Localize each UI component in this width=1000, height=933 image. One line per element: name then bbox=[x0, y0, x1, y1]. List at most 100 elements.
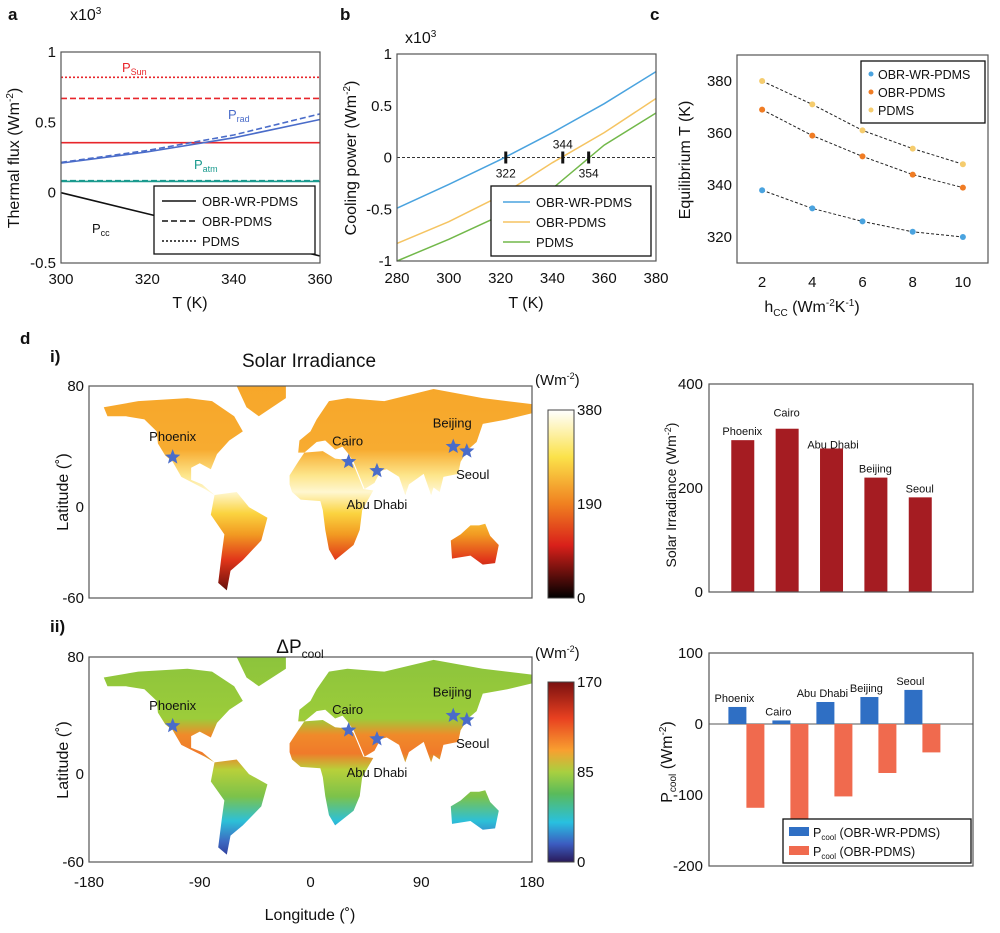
city-label: Seoul bbox=[456, 467, 489, 482]
landmass-eurasia bbox=[298, 389, 532, 496]
bar-label: Cairo bbox=[773, 408, 799, 420]
x-tick-label: 4 bbox=[808, 274, 816, 291]
bar bbox=[908, 497, 932, 592]
city-label: Abu Dhabi bbox=[347, 497, 408, 512]
landmass-north-america bbox=[103, 668, 243, 763]
map-title-delta-pcool: ΔPcool bbox=[276, 637, 323, 661]
data-point-obr-wr-pdms bbox=[809, 205, 816, 212]
y-tick-label: 340 bbox=[707, 177, 732, 194]
city-label: Beijing bbox=[433, 685, 472, 700]
map-label-i: i) bbox=[50, 347, 60, 366]
map-solar-irradiance: Phoenix Cairo Abu Dhabi Beijing Seoul 80 0 -60 3… bbox=[62, 378, 602, 607]
bar-chart-pcool: Phoenix Cairo Abu Dhabi Beijing Seoul -200 -10… bbox=[673, 645, 974, 875]
legend-label: OBR-WR-PDMS bbox=[202, 194, 298, 209]
bar bbox=[731, 440, 755, 592]
colorbar-tick-label: 0 bbox=[577, 854, 585, 871]
legend-box bbox=[860, 60, 986, 124]
legend-label: OBR-PDMS bbox=[536, 215, 606, 230]
annotation-p-rad: Prad bbox=[228, 107, 250, 124]
legend-box bbox=[782, 818, 972, 864]
city-star-icon bbox=[445, 707, 461, 723]
x-tick-label: -180 bbox=[74, 874, 104, 891]
colorbar-tick-label: 0 bbox=[577, 590, 585, 607]
y-tick-label: 0 bbox=[76, 766, 84, 783]
y-tick-label: 80 bbox=[67, 649, 84, 666]
city-label: Cairo bbox=[332, 434, 363, 449]
y-tick-label: -0.5 bbox=[366, 201, 392, 218]
bar-obr-pdms bbox=[922, 724, 941, 753]
series-line-p-rad-dashed bbox=[60, 113, 321, 164]
y-tick-label: -100 bbox=[673, 787, 703, 804]
x-axis-label-b: T (K) bbox=[508, 295, 543, 312]
city-label: Beijing bbox=[433, 416, 472, 431]
plot-frame-solar-bar bbox=[708, 383, 974, 593]
bar-label: Abu Dhabi bbox=[807, 439, 858, 451]
plot-frame-pcool-bar bbox=[708, 652, 974, 867]
y-tick-label: -60 bbox=[62, 590, 84, 607]
y-tick-label: 0 bbox=[695, 716, 703, 733]
crossing-marker bbox=[561, 151, 565, 164]
bar-obr-wr-pdms bbox=[772, 720, 791, 724]
city-star-icon bbox=[369, 731, 385, 746]
y-tick-label: 400 bbox=[678, 376, 703, 393]
bar-label: Phoenix bbox=[715, 693, 755, 705]
map-frame bbox=[88, 385, 533, 599]
legend-label-rest: (OBR-WR-PDMS) bbox=[836, 826, 940, 840]
city-star-icon bbox=[341, 722, 357, 737]
city-star-icon bbox=[459, 443, 475, 458]
data-point-obr-pdms bbox=[809, 132, 816, 139]
y-tick-label: 1 bbox=[48, 44, 56, 61]
multiplier-a: x103 bbox=[70, 6, 102, 24]
bar-obr-pdms bbox=[834, 724, 853, 797]
city-label: Phoenix bbox=[149, 429, 196, 444]
bar-obr-wr-pdms bbox=[816, 701, 835, 724]
bar bbox=[820, 448, 844, 592]
series-line-p-rad-solid bbox=[60, 118, 321, 164]
city-star-icon bbox=[165, 449, 181, 464]
bar-obr-pdms bbox=[790, 724, 809, 828]
y-axis-label-a: Thermal flux (Wm-2) bbox=[5, 88, 23, 228]
y-tick-label: 0 bbox=[384, 150, 392, 167]
bar-label: Cairo bbox=[765, 706, 791, 718]
colorbar bbox=[547, 681, 575, 863]
y-tick-label: 0 bbox=[76, 499, 84, 516]
legend-label: PDMS bbox=[202, 234, 240, 249]
legend-box bbox=[153, 185, 316, 255]
legend-swatch bbox=[868, 107, 874, 113]
legend-label-rest: (OBR-PDMS) bbox=[836, 845, 915, 859]
x-axis-label-map: Longitude (˚) bbox=[265, 907, 356, 924]
legend-label: Pcool (OBR-WR-PDMS) bbox=[813, 826, 940, 842]
x-tick-label: 340 bbox=[221, 271, 246, 288]
bar bbox=[775, 428, 799, 592]
bar-label: Beijing bbox=[859, 464, 892, 476]
panel-label-a: a bbox=[8, 5, 18, 24]
y-tick-label: -200 bbox=[673, 858, 703, 875]
x-tick-label: 320 bbox=[135, 271, 160, 288]
data-point-pdms bbox=[759, 78, 766, 84]
y-tick-label: 0.5 bbox=[371, 98, 392, 115]
bar-label: Seoul bbox=[906, 483, 934, 495]
data-point-obr-pdms bbox=[759, 106, 766, 113]
x-tick-label: 90 bbox=[413, 874, 430, 891]
bar-obr-wr-pdms bbox=[728, 706, 747, 724]
legend-label-sub: cool bbox=[821, 852, 836, 861]
legend-swatch bbox=[789, 846, 809, 855]
city-label: Cairo bbox=[332, 702, 363, 717]
legend-b: OBR-WR-PDMS OBR-PDMS PDMS bbox=[490, 185, 652, 257]
x-tick-label: 180 bbox=[519, 874, 544, 891]
legend-label: OBR-PDMS bbox=[202, 214, 272, 229]
city-label: Phoenix bbox=[149, 698, 196, 713]
annotation-p-atm: Patm bbox=[194, 157, 218, 174]
multiplier-b: x103 bbox=[405, 29, 437, 47]
y-axis-label-c: Equilibrium T (K) bbox=[677, 101, 694, 220]
bar-label: Beijing bbox=[850, 683, 883, 695]
chart-a: 300 320 340 360 -0.5 0 0.5 1 OBR-WR-PDMS OBR-PDMS… bbox=[30, 44, 332, 288]
legend-label: PDMS bbox=[536, 235, 574, 250]
crossing-marker bbox=[504, 151, 508, 164]
y-axis-label-b: Cooling power (Wm-2) bbox=[342, 81, 360, 236]
data-point-pdms bbox=[859, 127, 866, 134]
x-tick-label: 0 bbox=[306, 874, 314, 891]
data-point-obr-wr-pdms bbox=[959, 234, 966, 240]
x-axis-label-c: hCC (Wm-2K-1) bbox=[764, 298, 859, 319]
